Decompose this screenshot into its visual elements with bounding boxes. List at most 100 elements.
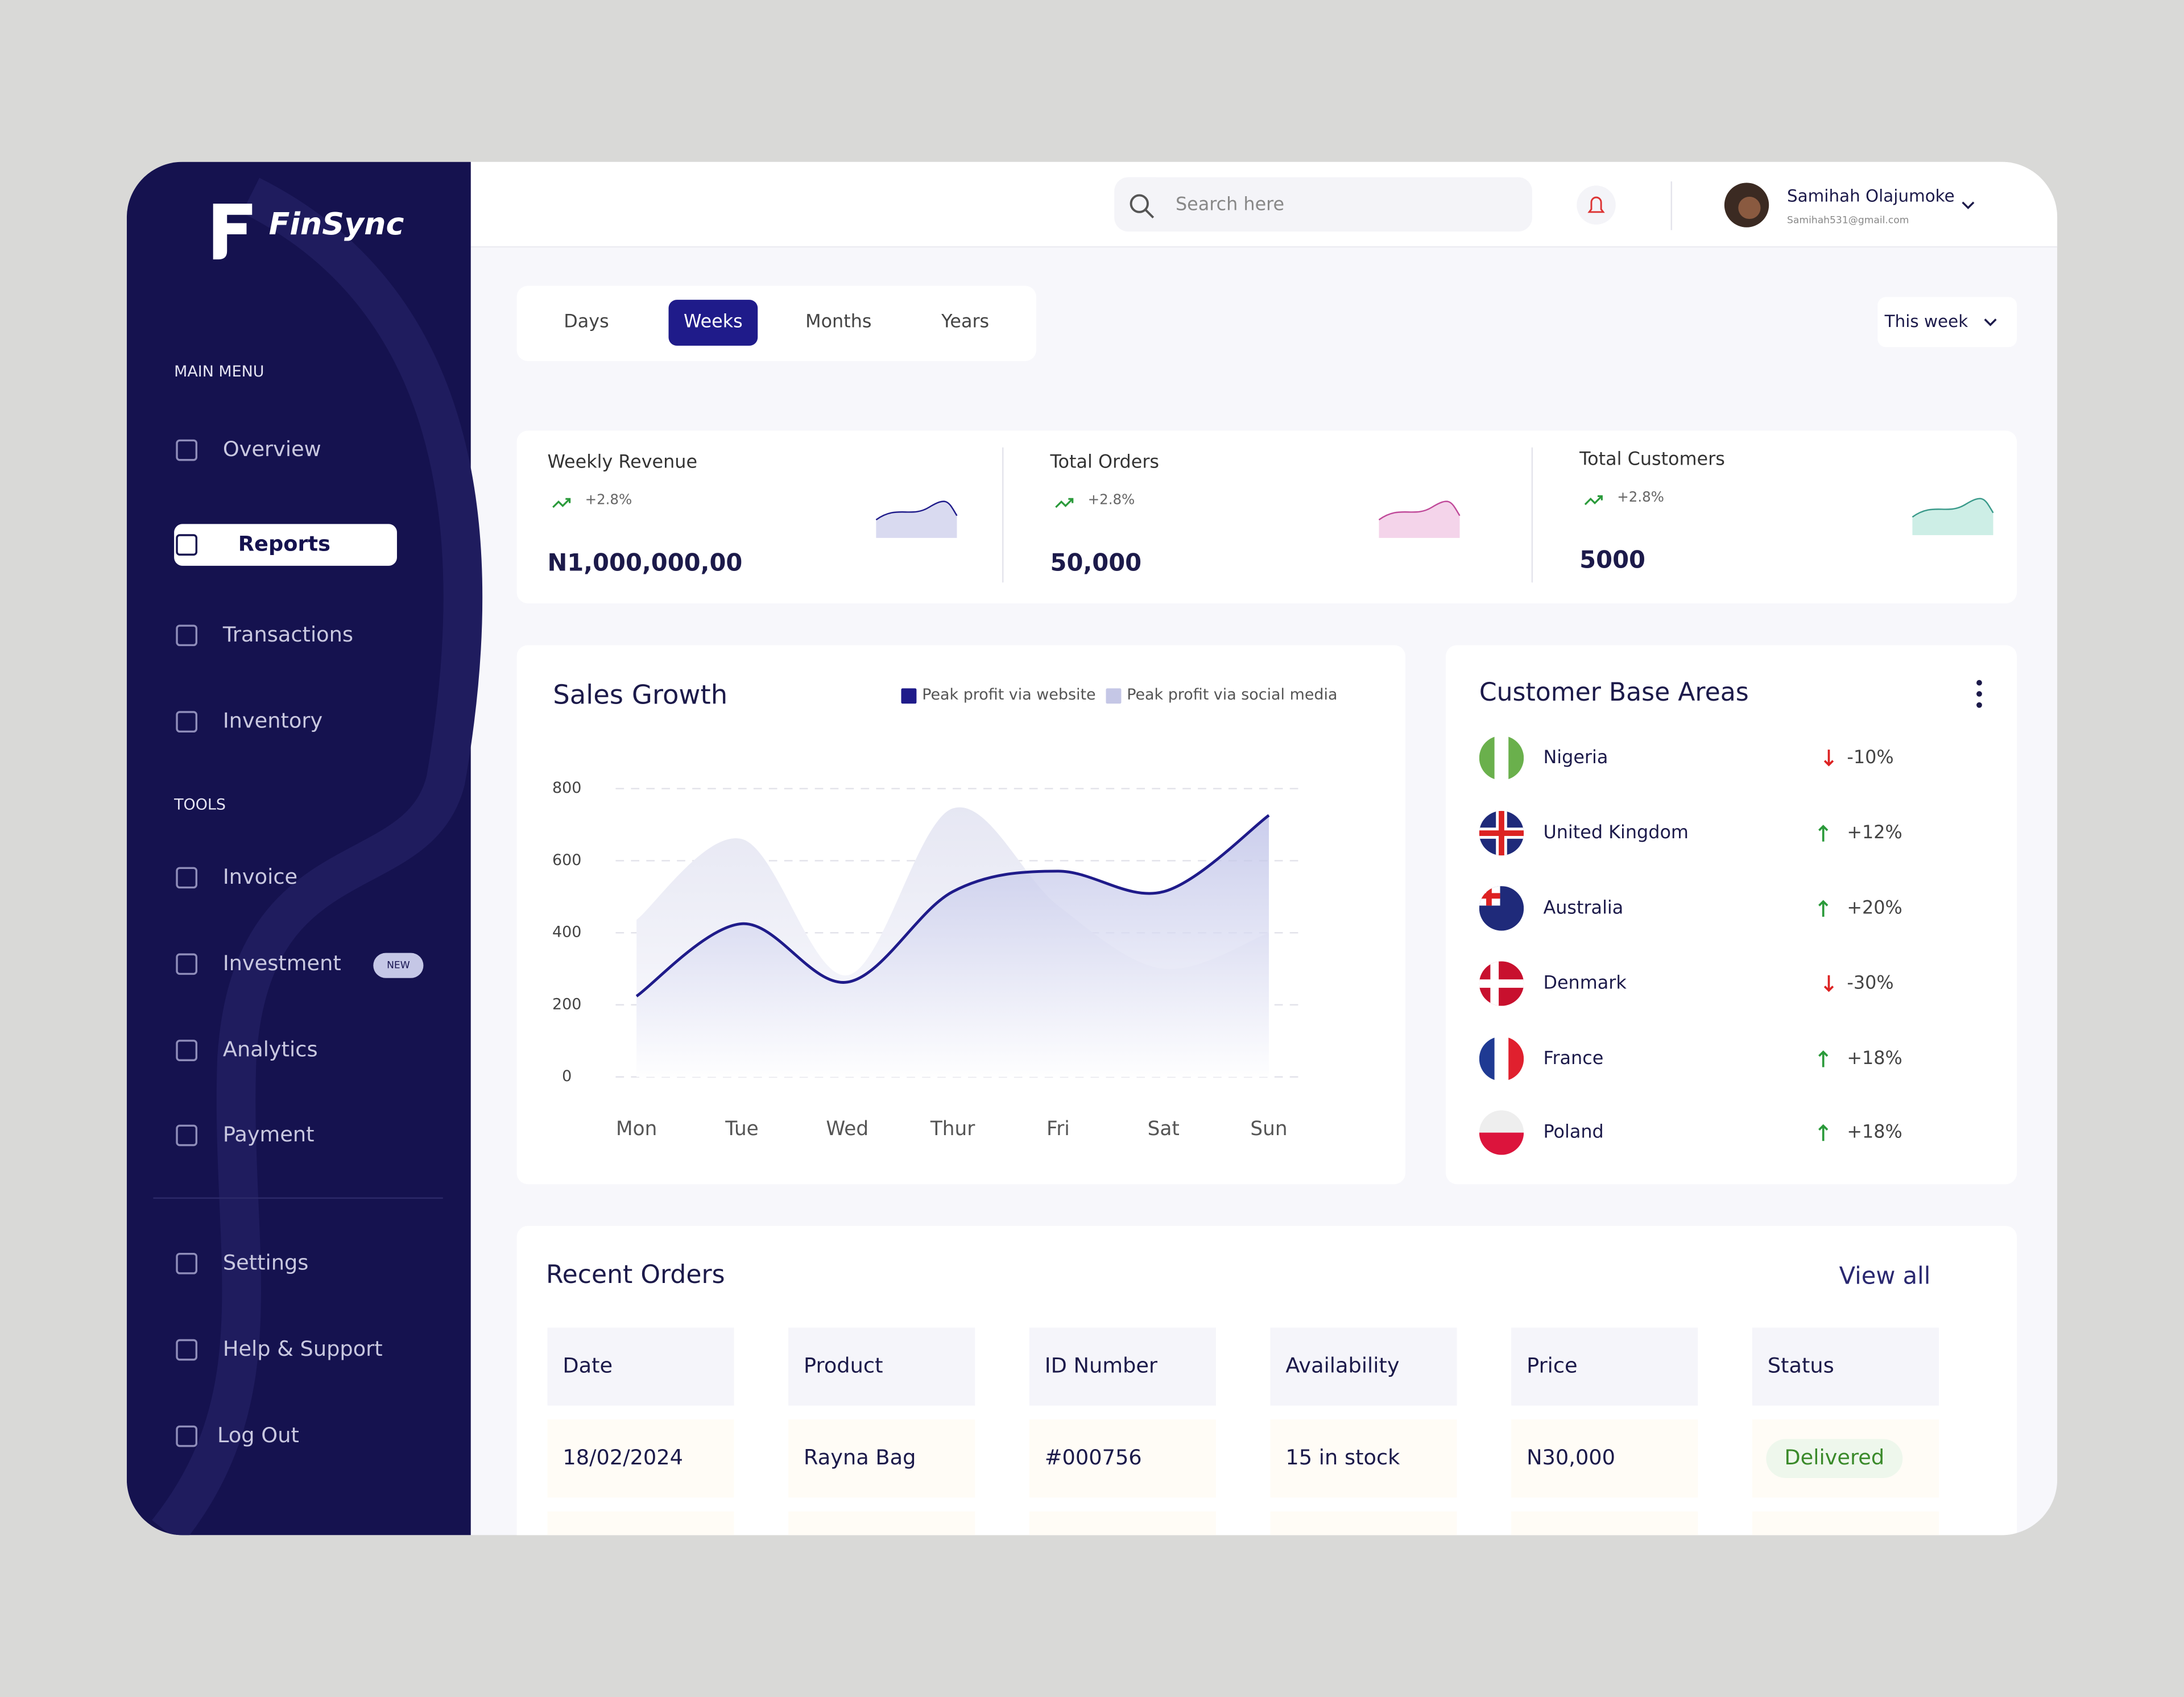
flag — [1479, 1110, 1524, 1155]
flag-part — [1494, 735, 1509, 780]
legend-label: Peak profit via website — [922, 686, 1095, 703]
kebab-dot[interactable] — [1976, 691, 1982, 697]
sparkline-area — [1379, 501, 1460, 538]
kebab-dot[interactable] — [1976, 680, 1982, 686]
legend-label: Peak profit via social media — [1127, 686, 1337, 703]
bell-icon — [1587, 196, 1605, 213]
nav-item[interactable]: Log Out — [217, 1423, 299, 1447]
change-arrow — [1818, 1050, 1829, 1067]
trend-icon — [552, 498, 571, 508]
tab[interactable]: Days — [564, 310, 609, 332]
stat-label: Total Orders — [1050, 451, 1159, 473]
flag-part — [1494, 1036, 1509, 1081]
period-chevron — [1984, 318, 1997, 326]
period-select-text: This week — [1884, 312, 1968, 331]
x-tick-label: Tue — [725, 1117, 759, 1140]
stat-label: Total Customers — [1579, 448, 1725, 470]
stat-value: 50,000 — [1050, 548, 1142, 576]
change-arrow — [1823, 975, 1834, 992]
logo-icon — [213, 204, 253, 260]
flag-part — [1490, 961, 1499, 1006]
tab[interactable]: Years — [941, 310, 989, 332]
search-placeholder: Search here — [1176, 193, 1284, 215]
header-cell — [1752, 1327, 1939, 1406]
header-cell — [1511, 1327, 1698, 1406]
brand: FinSync — [269, 206, 404, 242]
nav-icon — [176, 1425, 198, 1447]
nav-item[interactable]: Investment — [223, 951, 341, 975]
cell-text: #000756 — [1045, 1445, 1142, 1470]
nav-icon — [176, 624, 198, 647]
nav-active[interactable] — [174, 524, 397, 566]
trend-icon — [1055, 498, 1074, 508]
cell — [1270, 1511, 1457, 1535]
user-chevron — [1962, 201, 1975, 209]
tab-active — [668, 300, 758, 346]
kebab-dot[interactable] — [1976, 702, 1982, 708]
status-pill — [1766, 1439, 1903, 1478]
tabs-box — [516, 285, 1037, 361]
flag-part — [1499, 810, 1504, 856]
header-cell — [1029, 1327, 1216, 1406]
trend-icon — [1584, 495, 1603, 506]
sidebar-decor — [152, 177, 483, 1535]
change: +18% — [1847, 1047, 1902, 1069]
tab[interactable]: Weeks — [684, 310, 743, 332]
stat-value: 5000 — [1579, 546, 1645, 574]
legend-swatch — [901, 688, 917, 704]
y-tick-label: 400 — [552, 924, 581, 941]
view-all[interactable]: View all — [1839, 1261, 1931, 1289]
country: Australia — [1543, 896, 1623, 918]
cell — [547, 1511, 734, 1535]
user-email: Samihah531@gmail.com — [1787, 215, 1909, 226]
flag — [1479, 735, 1524, 780]
nav-icon — [176, 1252, 198, 1274]
customer-title: Customer Base Areas — [1479, 678, 1749, 707]
user-name: Samihah Olajumoke — [1787, 186, 1955, 205]
cell — [1270, 1419, 1457, 1498]
nav-item[interactable]: Settings — [223, 1250, 309, 1274]
nav-item[interactable]: Payment — [223, 1122, 315, 1146]
nav-item[interactable]: Help & Support — [223, 1336, 383, 1361]
cell — [1029, 1419, 1216, 1498]
legend-swatch — [1106, 688, 1122, 704]
period-select[interactable] — [1877, 297, 2017, 347]
new-badge-text: NEW — [387, 960, 410, 971]
nav-item[interactable]: Inventory — [223, 709, 322, 733]
country: Poland — [1543, 1121, 1603, 1143]
x-tick-label: Wed — [826, 1117, 868, 1140]
status: Delivered — [1784, 1445, 1884, 1470]
stat-label: Weekly Revenue — [547, 451, 697, 473]
sparkline-area — [1912, 498, 1993, 535]
nav-item[interactable]: Invoice — [223, 864, 297, 889]
nav-item[interactable]: Transactions — [222, 622, 353, 647]
column-header: Price — [1527, 1354, 1578, 1378]
nav-item[interactable]: Overview — [223, 437, 321, 461]
nav-item[interactable]: Analytics — [223, 1037, 318, 1062]
change: -10% — [1847, 746, 1893, 768]
column-header: Availability — [1285, 1354, 1399, 1378]
column-header: Status — [1768, 1354, 1834, 1378]
country: Denmark — [1543, 972, 1627, 994]
flag — [1479, 886, 1524, 931]
nav-icon — [176, 1040, 198, 1061]
search-box[interactable] — [1114, 177, 1532, 232]
nav-item[interactable]: Reports — [238, 532, 330, 556]
country: United Kingdom — [1543, 821, 1688, 843]
cell — [788, 1511, 975, 1535]
app-window: FinSync MAIN MENU TOOLS Overview Reports Tra… — [126, 162, 2058, 1535]
tab[interactable]: Months — [805, 310, 871, 332]
x-tick-label: Fri — [1046, 1117, 1070, 1140]
customer-card — [1446, 645, 2017, 1185]
bell-button[interactable] — [1577, 185, 1616, 225]
change-arrow — [1823, 750, 1834, 767]
cell-text: 15 in stock — [1285, 1445, 1400, 1470]
x-tick-label: Thur — [930, 1117, 975, 1140]
header-cell — [547, 1327, 734, 1406]
header-cell — [788, 1327, 975, 1406]
sparkline — [1378, 500, 1461, 521]
nav-icon — [176, 711, 198, 733]
nav-icon — [176, 534, 198, 556]
flag — [1479, 1036, 1524, 1081]
